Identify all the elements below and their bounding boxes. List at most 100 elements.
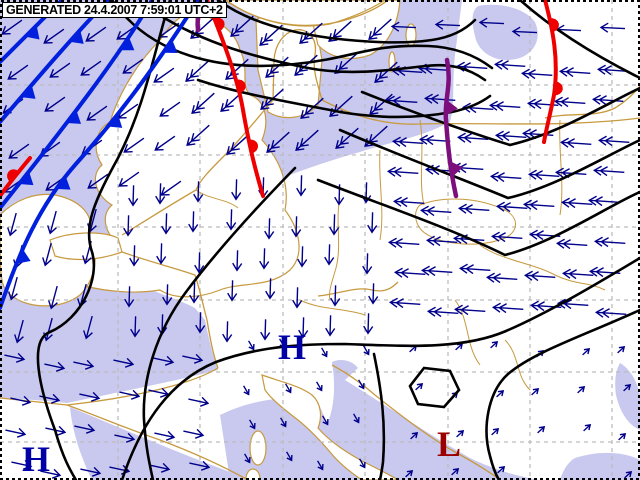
- wind-arrow: [316, 460, 324, 471]
- coastline: [227, 0, 389, 27]
- wind-arrow: [553, 96, 586, 108]
- country-border: [379, 149, 383, 241]
- wind-arrow: [357, 379, 365, 390]
- wind-arrow: [592, 165, 625, 177]
- wind-arrow: [456, 430, 465, 438]
- occluded-front-marker: [449, 161, 463, 177]
- wind-arrow: [186, 124, 210, 147]
- wind-arrow: [522, 199, 555, 211]
- wind-arrow: [124, 286, 135, 308]
- wind-arrow: [617, 346, 626, 354]
- warm-front-marker: [248, 139, 258, 154]
- wind-arrow: [296, 175, 307, 197]
- wind-arrow: [489, 171, 522, 183]
- wind-arrow: [455, 343, 464, 351]
- cold-front-marker: [119, 36, 135, 51]
- wind-arrow: [86, 105, 108, 121]
- wind-arrow: [405, 470, 414, 478]
- wind-arrow: [490, 231, 523, 243]
- wind-arrow: [386, 166, 419, 178]
- wind-arrow: [73, 359, 95, 370]
- wind-arrow: [596, 64, 629, 76]
- wind-arrow: [300, 97, 324, 120]
- wind-arrow: [80, 466, 102, 477]
- wind-arrow: [393, 267, 426, 279]
- wind-arrow: [368, 283, 379, 305]
- wind-arrow: [457, 203, 490, 215]
- shaded-region: [300, 360, 540, 480]
- isobar-line: [338, 128, 640, 200]
- shaded-region: [615, 363, 640, 430]
- coastline: [66, 404, 249, 480]
- country-border: [504, 339, 531, 391]
- wind-arrow: [154, 135, 176, 151]
- wind-arrow: [191, 92, 215, 115]
- wind-arrow: [577, 386, 586, 394]
- wind-arrow: [248, 419, 256, 430]
- wind-arrow: [266, 131, 290, 154]
- wind-arrow: [599, 22, 626, 33]
- wind-arrow: [415, 383, 424, 391]
- wind-arrow: [156, 243, 167, 265]
- wind-arrow: [226, 133, 250, 156]
- wind-arrow: [560, 197, 593, 209]
- wind-arrow: [227, 280, 238, 302]
- wind-arrow: [185, 60, 209, 83]
- wind-arrow: [493, 59, 526, 71]
- wind-arrow: [5, 427, 27, 438]
- landmass: [49, 232, 123, 261]
- wind-arrow: [490, 341, 499, 349]
- wind-arrow: [456, 132, 489, 144]
- isobar-line: [156, 12, 487, 82]
- coastline: [331, 364, 501, 480]
- wind-arrow: [321, 415, 329, 426]
- wind-arrow: [358, 458, 366, 469]
- shaded-region: [560, 452, 640, 480]
- wind-arrow: [7, 212, 17, 237]
- wind-arrow: [243, 453, 251, 464]
- isobar-line: [485, 308, 640, 480]
- wind-arrow: [42, 242, 52, 267]
- wind-arrow: [362, 253, 373, 275]
- warm-front-line: [205, 0, 265, 198]
- wind-arrow: [4, 352, 26, 363]
- wind-arrow: [230, 15, 254, 38]
- warm-front-marker: [236, 79, 246, 94]
- cold-front-marker: [16, 248, 31, 264]
- cold-front-line: [0, 0, 154, 210]
- wind-arrow: [561, 268, 594, 280]
- warm-front-marker: [549, 18, 559, 33]
- wind-arrow: [478, 17, 505, 28]
- wind-arrow: [374, 61, 398, 84]
- wind-arrow: [624, 471, 633, 479]
- wind-arrow: [451, 468, 460, 476]
- wind-arrow: [295, 129, 319, 152]
- isobar-layer: [36, 0, 640, 480]
- wind-arrow: [265, 278, 276, 300]
- wind-arrow: [453, 304, 486, 316]
- wind-arrow: [162, 284, 173, 306]
- isobar-line: [360, 86, 640, 147]
- cold-front-marker: [66, 110, 82, 124]
- high-pressure-label: H: [277, 327, 307, 367]
- wind-arrow: [591, 94, 624, 106]
- coastline: [544, 85, 640, 119]
- wind-arrow: [511, 26, 538, 37]
- wind-arrow: [583, 424, 592, 432]
- wind-arrow: [491, 302, 524, 314]
- wind-arrow: [458, 263, 491, 275]
- wind-arrow: [597, 135, 630, 147]
- wind-arrow: [153, 67, 175, 83]
- wind-arrow: [485, 272, 518, 284]
- wind-arrow: [222, 321, 233, 343]
- isobar-line: [408, 366, 461, 409]
- wind-arrow: [491, 428, 500, 436]
- country-border: [559, 119, 563, 216]
- isobar-line: [196, 78, 492, 119]
- wind-arrow: [188, 396, 210, 407]
- cold-front-marker: [21, 84, 36, 99]
- wind-arrow: [423, 93, 456, 105]
- wind-arrow: [419, 205, 452, 217]
- wind-arrow: [247, 340, 255, 351]
